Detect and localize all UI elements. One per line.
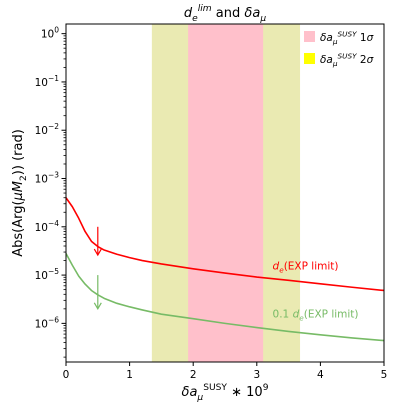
y-tick-label: 10−1 — [35, 74, 60, 89]
x-tick-label: 5 — [381, 369, 388, 381]
legend-label: δaμSUSY 2σ — [320, 51, 374, 68]
series-line-2 — [65, 253, 385, 342]
arrow-2 — [93, 275, 102, 311]
legend-swatch — [304, 53, 315, 64]
annotation-1: de(EXP limit) — [273, 260, 339, 274]
legend-swatch — [304, 31, 315, 42]
y-tick-label: 10−3 — [35, 171, 60, 186]
y-tick-label: 10−4 — [35, 219, 60, 234]
y-tick-label: 10−2 — [35, 122, 60, 137]
legend-label: δaμSUSY 1σ — [320, 29, 374, 46]
y-tick-label: 100 — [41, 26, 59, 41]
x-tick-label: 0 — [63, 369, 70, 381]
y-tick-label: 10−5 — [35, 267, 60, 282]
annotation-2: 0.1 de(EXP limit) — [273, 309, 359, 323]
chart-title: delim and δaμ — [184, 4, 266, 24]
arrow-1 — [93, 226, 102, 257]
x-tick-label: 4 — [317, 369, 324, 381]
x-tick-label: 1 — [126, 369, 133, 381]
y-axis-label: Abs(Arg(μM2)) (rad) — [11, 129, 29, 257]
band-1sigma — [188, 24, 264, 362]
x-tick-label: 3 — [253, 369, 260, 381]
series-line-1 — [65, 197, 385, 292]
y-tick-label: 10−6 — [35, 315, 60, 330]
x-axis-label: δaμSUSY ∗ 109 — [182, 383, 269, 403]
x-tick-label: 2 — [190, 369, 197, 381]
legend: δaμSUSY 1σ δaμSUSY 2σ — [304, 29, 374, 68]
